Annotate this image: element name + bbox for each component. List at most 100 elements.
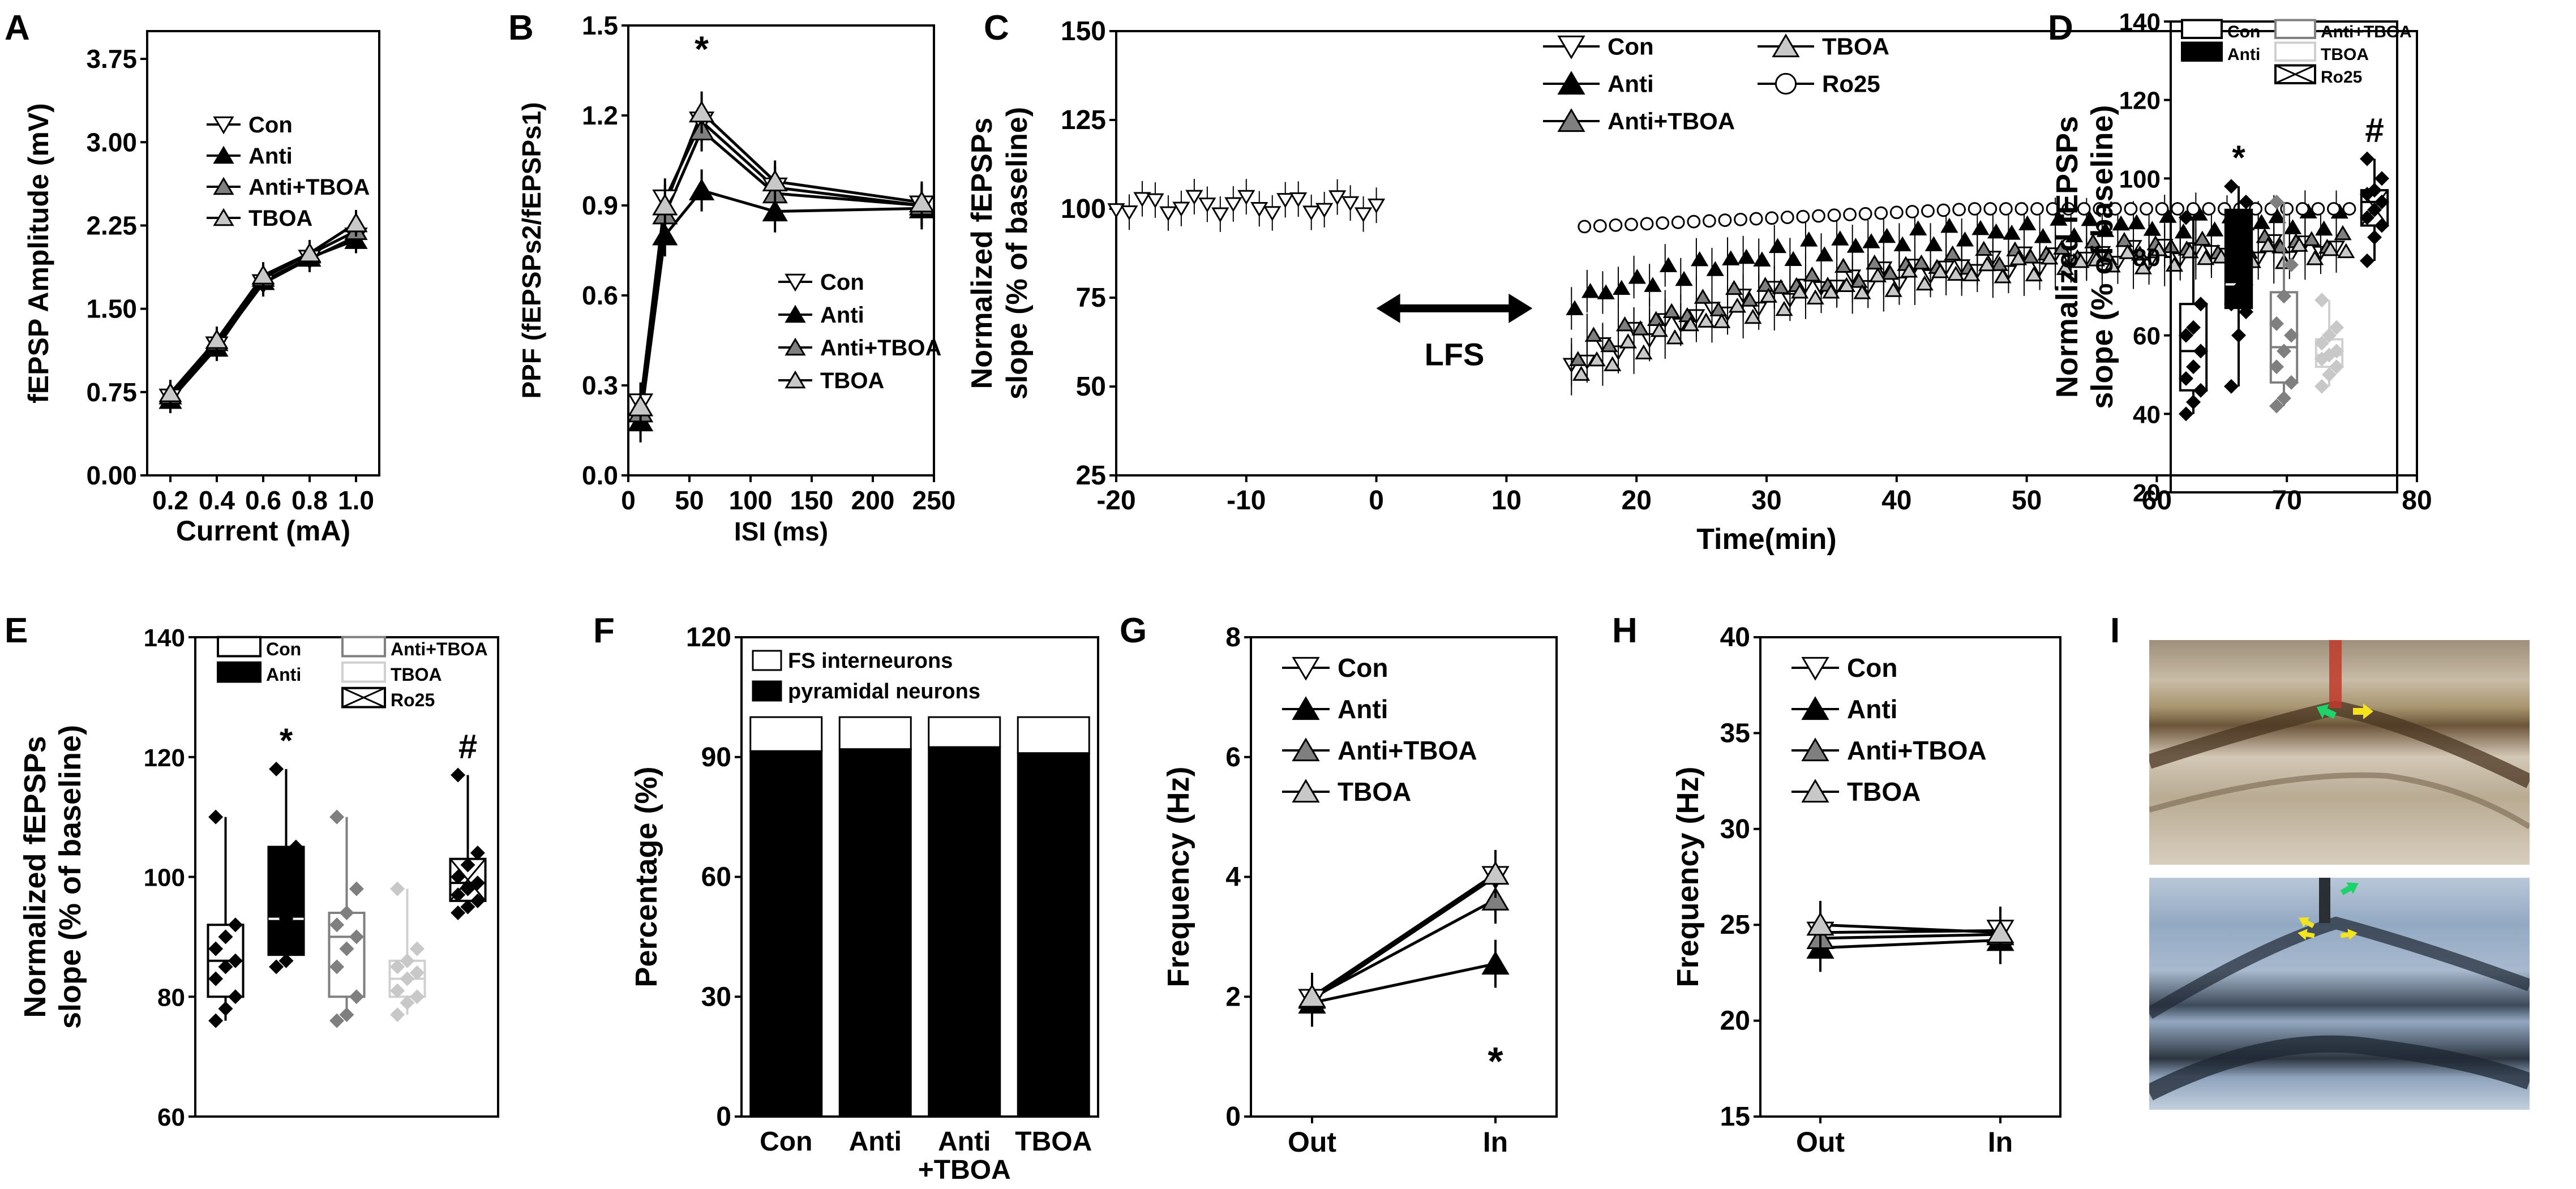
data-point [390,983,405,998]
marker-con [1302,205,1321,221]
y-tick-label: 140 [144,624,185,652]
marker-ro25 [1952,203,1966,217]
marker-ro25 [1858,207,1872,221]
legend-swatch-anti-tboa [341,636,386,658]
chart-panel-g: 0 2 4 6 8 Frequency (Hz) Out In * Con Anti Anti+TBO… [1161,623,1558,1158]
marker-anti [1613,280,1631,295]
marker-ro25 [1718,213,1732,227]
data-point [278,911,294,926]
marker-tboa [1759,287,1778,303]
lfs-label: LFS [1425,336,1485,372]
marker-tboa [158,382,182,402]
x-tick-label: 0.6 [245,486,281,515]
marker-tboa [2290,237,2308,252]
series-line-con [169,235,357,399]
marker-tboa [652,194,678,216]
data-point [269,929,284,945]
marker-anti [1831,230,1849,246]
marker-con [1237,190,1255,205]
legend-label-anti: Anti [248,144,293,169]
y-tick-label: 100 [1061,194,1106,224]
series-line-tboa [1311,873,1497,998]
marker-anti-tboa [1569,351,1587,366]
bar-pyramidal [749,750,823,1118]
y-tick-label: 40 [1720,623,1750,653]
data-point [288,839,303,855]
marker-anti [688,178,715,200]
marker-ro25 [1843,208,1857,221]
marker-anti-tboa [1584,327,1602,342]
marker-ro25 [2155,202,2169,216]
marker-con [1159,206,1177,222]
data-point [2374,218,2389,233]
data-point [2283,375,2299,390]
y-tick-label: 1.5 [582,11,618,40]
marker-tboa [1806,912,1835,936]
marker-ro25 [2342,202,2356,216]
y-axis-label: PPF (fEPSPs2/fEPSPs1) [517,102,546,398]
yellow-arrow-icon [2340,929,2358,941]
marker-con [1133,192,1151,207]
data-point [2193,383,2208,398]
data-point [390,1007,405,1023]
marker-anti [1292,696,1320,720]
marker-anti [1862,233,1880,248]
marker-anti-tboa [1975,241,1993,256]
marker-tboa [2072,252,2090,268]
legend-label-anti-tboa: Anti+TBOA [391,639,488,659]
marker-ro25 [1796,209,1810,224]
y-tick-label: 75 [1076,283,1106,313]
lfs-arrow-head [1376,293,1400,323]
chart-panel-c: 25 50 75 100 125 150 -20 -10 0 10 20 30 40 50 60 70 80 Ti… [966,16,2432,556]
marker-anti [1737,248,1756,264]
data-point [2179,406,2194,422]
marker-anti [1987,223,2005,239]
y-tick-label: 25 [1076,461,1106,491]
marker-con [1146,193,1164,209]
data-point [2329,359,2344,375]
data-point [2360,210,2375,225]
data-point [2314,336,2330,351]
data-point [329,917,345,933]
data-point [2269,194,2284,209]
y-tick-label: 15 [1720,1102,1750,1132]
data-point [2277,289,2291,304]
marker-anti-tboa [1756,277,1775,292]
significance-marker: * [280,722,293,759]
marker-ro25 [1812,209,1825,223]
y-axis-label: fEPSP Amplitude (mV) [23,103,54,404]
data-point [2329,344,2344,359]
data-point [451,869,466,885]
data-point [218,929,233,945]
marker-tboa [1772,33,1800,58]
series-line-anti-tboa [169,230,357,397]
data-point [278,953,294,968]
marker-ro25 [1775,72,1797,95]
marker-ro25 [2327,202,2341,216]
y-tick-label: 100 [2119,165,2161,193]
marker-ro25 [2124,202,2138,216]
y-tick-label: 0.3 [582,371,618,400]
marker-con [1557,35,1585,59]
marker-anti [1557,71,1585,95]
marker-anti [1628,268,1646,284]
box-group-anti: * [2224,139,2253,394]
x-tick-label: 60 [2142,486,2172,516]
y-axis-label: Percentage (%) [629,766,663,987]
legend-swatch-cross [342,687,385,708]
marker-con [1354,207,1373,222]
x-tick-label: 50 [2012,486,2042,516]
green-arrow-icon [2316,704,2337,719]
marker-anti-tboa [1725,280,1743,295]
y-axis-label-line: slope (% of baseline) [1001,107,1034,400]
data-point [400,971,415,986]
data-point [2186,320,2201,335]
marker-tboa [2087,251,2106,267]
box-group-ro25: # [449,728,487,921]
series-line-anti-tboa [1820,933,2001,940]
legend-label-anti-tboa: Anti+TBOA [1338,736,1477,765]
marker-con [1367,198,1386,214]
data-point [2269,398,2284,414]
